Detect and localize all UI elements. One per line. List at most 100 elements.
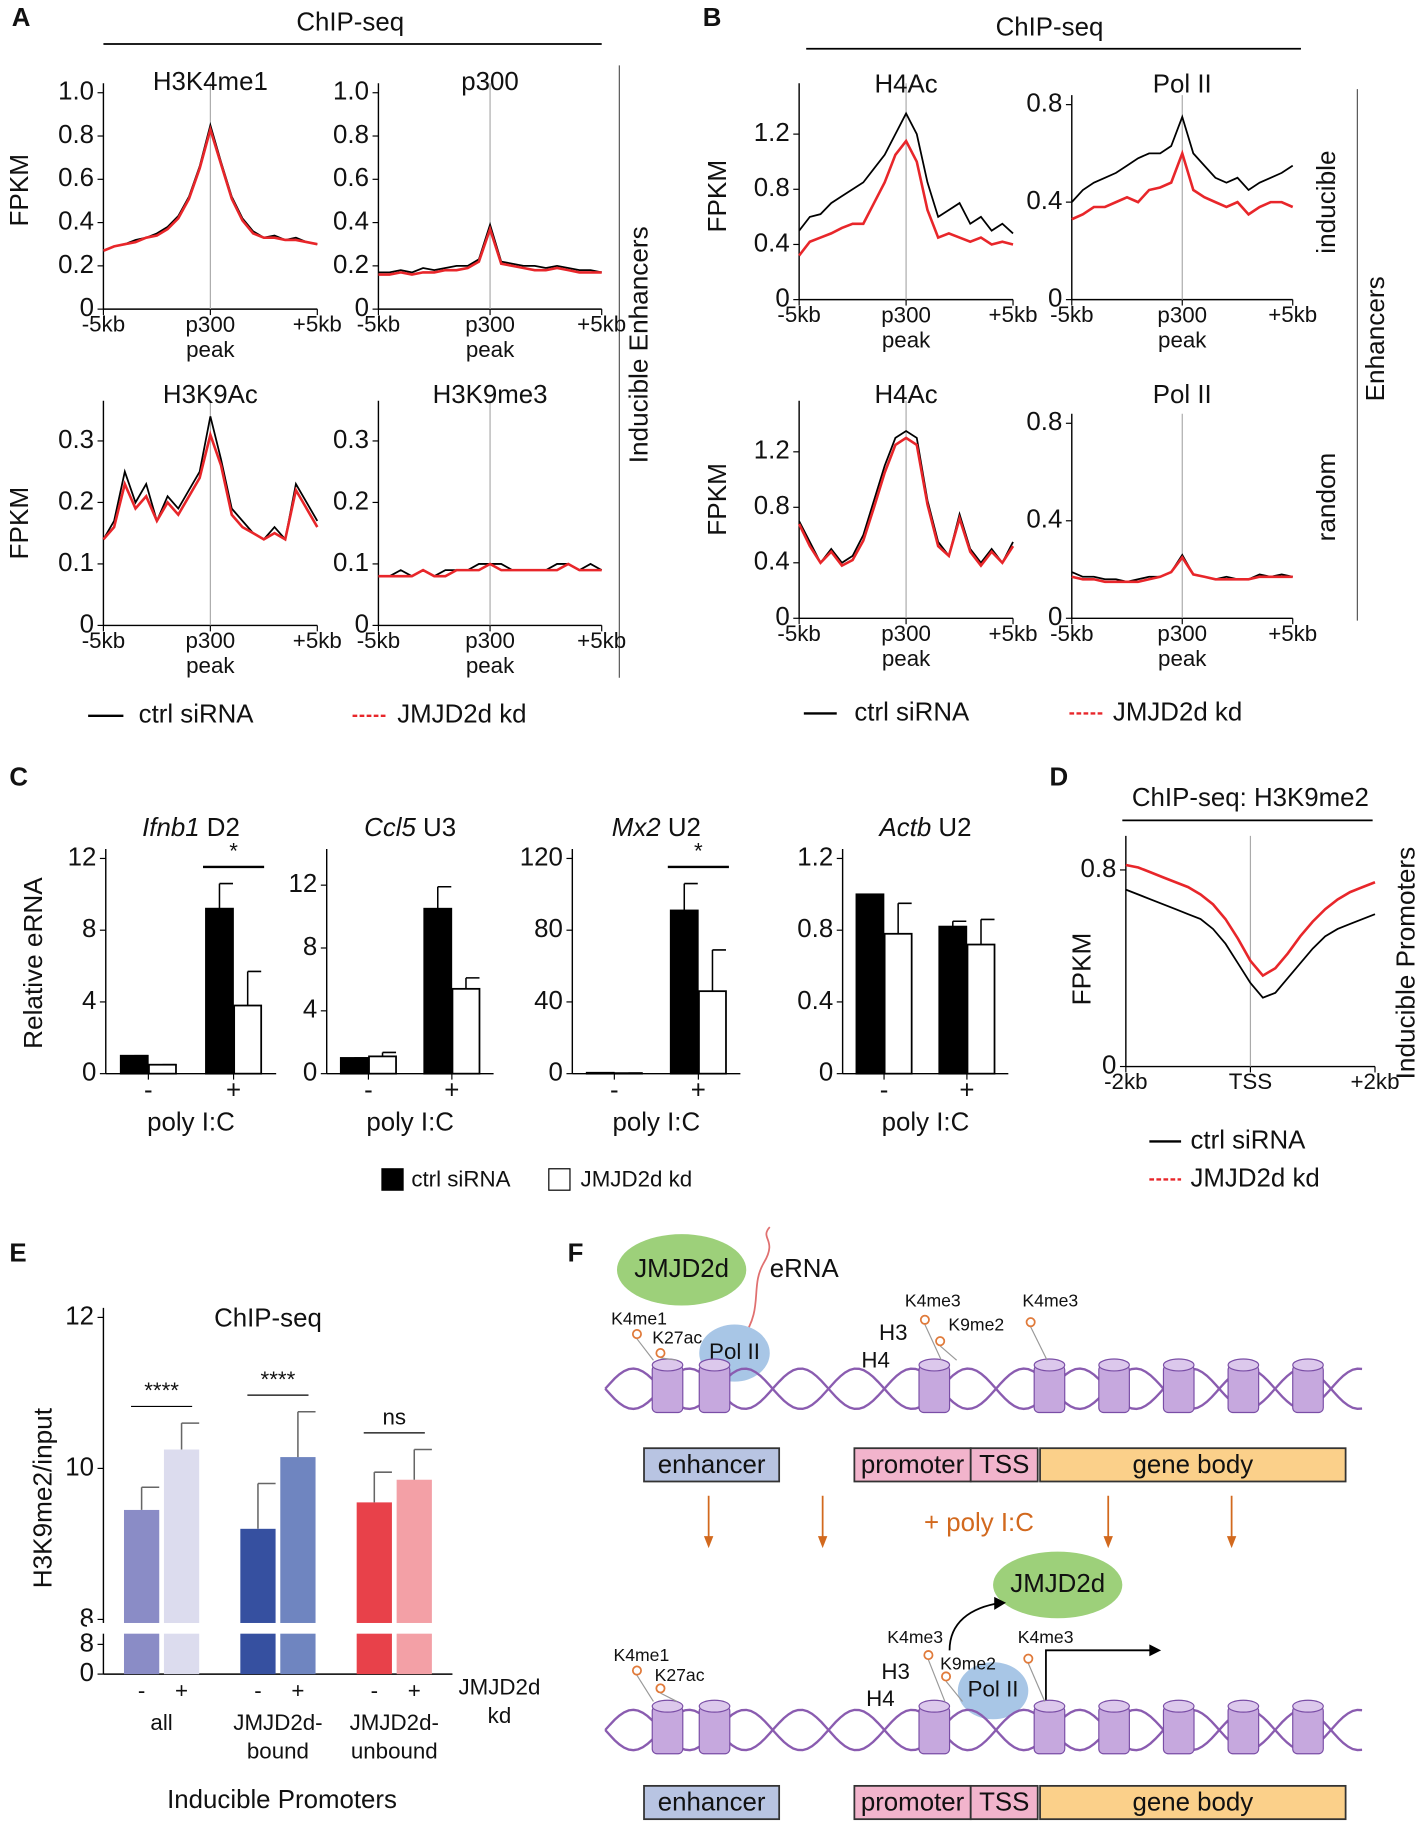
x-tick-label: -5kb — [777, 621, 820, 646]
significance-label: **** — [261, 1367, 296, 1392]
mark-stem — [945, 1680, 963, 1702]
nucleosome-top — [698, 1358, 731, 1372]
region-box — [643, 1784, 781, 1821]
mark-label: K4me3 — [1018, 1627, 1074, 1647]
y-tick-label: 0.4 — [58, 205, 94, 235]
x-tick-label: + — [691, 1074, 706, 1104]
region-label: promoter — [861, 1449, 965, 1479]
y-tick-label: 8 — [303, 931, 317, 961]
legend-label: JMJD2d kd — [397, 699, 526, 729]
nucleosome-top — [918, 1699, 951, 1713]
legend-title: JMJD2d kd — [459, 1674, 541, 1728]
series-label: - — [254, 1678, 261, 1703]
region-name: U2 — [938, 812, 971, 842]
x-tick-label: JMJD2d-unbound — [350, 1710, 439, 1764]
y-tick-label: 0 — [355, 292, 369, 322]
series-line — [378, 225, 602, 276]
y-axis-label: FPKM — [1067, 933, 1097, 1006]
nucleosome-top — [698, 1699, 731, 1713]
mark-label: K4me3 — [905, 1291, 961, 1311]
chart-title: Actb U2 — [877, 812, 971, 842]
nucleosome-top — [1162, 1699, 1195, 1713]
y-tick-label: 80 — [534, 913, 563, 943]
mark-stem — [927, 1659, 946, 1702]
significance-label: **** — [144, 1378, 179, 1403]
nucleosome-top — [1227, 1699, 1260, 1713]
y-tick-label: 0.4 — [1026, 185, 1062, 215]
y-tick-label: 0 — [80, 608, 94, 638]
chart-title: Ccl5 U3 — [364, 812, 456, 842]
bar — [966, 943, 996, 1075]
region-box — [853, 1447, 972, 1483]
y-axis-label: H3K9me2/input — [28, 1407, 58, 1588]
nucleosome — [918, 1364, 951, 1414]
y-tick-label: 0.2 — [58, 485, 94, 515]
series-line — [798, 429, 1014, 565]
legend-swatch — [548, 1168, 571, 1191]
bar — [163, 1449, 200, 1675]
gene-name: Ccl5 — [364, 812, 416, 842]
series-line — [102, 416, 319, 542]
x-tick-label: p300 peak — [881, 302, 931, 352]
region-name: U3 — [423, 812, 456, 842]
x-tick-label: - — [144, 1074, 153, 1104]
mark-stem — [636, 1338, 654, 1361]
legend-label: ctrl siRNA — [854, 696, 970, 726]
region-box — [853, 1784, 972, 1821]
series-line — [798, 138, 1014, 257]
error-bar — [465, 977, 480, 989]
histone-label: H4 — [861, 1347, 890, 1372]
y-tick-label: 0.8 — [754, 490, 790, 520]
nucleosome — [1227, 1705, 1260, 1755]
x-tick-label: p300 peak — [186, 628, 236, 678]
y-tick-label: 0.4 — [754, 546, 790, 576]
enzyme — [993, 1551, 1123, 1619]
y-tick-label: 0 — [303, 1056, 317, 1086]
chart-title: Pol II — [1153, 379, 1212, 409]
y-tick-label: 0.1 — [58, 547, 94, 577]
y-tick-label: 0.4 — [754, 227, 790, 257]
y-axis-label: FPKM — [702, 160, 732, 233]
panel-label: B — [703, 2, 722, 32]
mark-stem — [924, 1324, 942, 1361]
x-tick-label: + — [959, 1074, 974, 1104]
nucleosome — [1227, 1364, 1260, 1414]
gene-name: Ifnb1 — [142, 812, 199, 842]
mark-dot — [631, 1329, 642, 1340]
x-axis-label: Inducible Promoters — [167, 1784, 397, 1814]
y-tick-label: 0 — [80, 292, 94, 322]
enzyme-label: JMJD2d — [1010, 1568, 1105, 1598]
legend-label: ctrl siRNA — [1190, 1124, 1306, 1154]
side-label: inducible — [1311, 151, 1341, 254]
gene-name: Mx2 — [612, 812, 661, 842]
error-bar — [683, 882, 698, 911]
series-label: + — [175, 1678, 188, 1703]
y-tick-label: 0.2 — [333, 485, 369, 515]
histone-label: H4 — [866, 1686, 895, 1711]
x-tick-label: p300 peak — [881, 621, 931, 671]
series-line — [1071, 114, 1294, 203]
nucleosome-top — [1098, 1699, 1130, 1713]
significance-label: * — [694, 839, 703, 864]
arrowhead — [1103, 1536, 1113, 1549]
significance-label: * — [229, 839, 238, 864]
y-tick-label: 0 — [819, 1056, 833, 1086]
y-tick-label: 40 — [534, 985, 563, 1015]
nucleosome — [1292, 1705, 1324, 1755]
x-tick-label: -5kb — [82, 628, 125, 653]
y-tick-label: 8 — [82, 913, 96, 943]
mark-label: K4me3 — [887, 1627, 943, 1647]
nucleosome-top — [1162, 1358, 1195, 1372]
arrowhead — [994, 1596, 1006, 1610]
x-tick-label: - — [364, 1074, 373, 1104]
chart-title: Pol II — [1153, 68, 1212, 98]
y-tick-label: 1.0 — [58, 76, 94, 106]
region-label: promoter — [861, 1786, 965, 1816]
mark-stem — [660, 1692, 678, 1702]
y-tick-label: 120 — [520, 841, 563, 871]
y-tick-label: 8 — [80, 1627, 94, 1657]
nucleosome — [1098, 1705, 1130, 1755]
x-tick-label: +5kb — [577, 312, 626, 337]
mark-dot — [923, 1650, 934, 1661]
series-line — [378, 562, 602, 578]
